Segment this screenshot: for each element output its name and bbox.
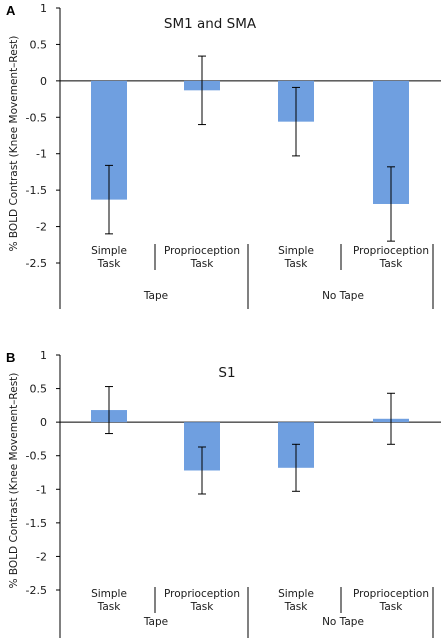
category-label: Task (379, 258, 404, 270)
chart-title: S1 (218, 365, 235, 381)
category-label: Simple (91, 245, 127, 257)
y-tick-label: -0.5 (26, 111, 47, 124)
chart-panel-b: B 1 0.5 0 -0.5 -1 -1.5 -2 -2.5 % BOLD Contrast (K… (6, 349, 441, 638)
group-label: No Tape (322, 616, 364, 628)
y-tick-label: -2 (36, 550, 47, 563)
category-label: Task (284, 258, 309, 270)
y-tick-label: 0 (40, 75, 47, 88)
y-tick-label: -2 (36, 221, 47, 234)
y-tick-label: 0.5 (30, 383, 48, 396)
category-label: Simple (91, 588, 127, 600)
group-label: Tape (143, 290, 168, 302)
y-tick-label: 0.5 (30, 38, 48, 51)
group-label: Tape (143, 616, 168, 628)
y-tick-label: -1 (36, 148, 47, 161)
y-tick-label: -0.5 (26, 450, 47, 463)
y-tick-label: -2.5 (26, 257, 47, 270)
category-label: Proprioception (353, 245, 429, 257)
category-label: Simple (278, 245, 314, 257)
category-label: Task (97, 258, 122, 270)
y-axis-title: % BOLD Contrast (Knee Movement–Rest) (8, 373, 20, 589)
category-label: Task (190, 601, 215, 613)
y-tick-label: -1.5 (26, 184, 47, 197)
chart-panel-a: A 1 0.5 0 -0.5 -1 -1.5 -2 -2.5 % BOLD Contrast (K… (6, 2, 441, 309)
y-tick-label: -1.5 (26, 517, 47, 530)
group-label: No Tape (322, 290, 364, 302)
category-label: Task (379, 601, 404, 613)
category-label: Task (97, 601, 122, 613)
y-tick-label: 0 (40, 416, 47, 429)
y-tick-label: -2.5 (26, 584, 47, 597)
category-label: Proprioception (353, 588, 429, 600)
y-tick-label: -1 (36, 483, 47, 496)
chart-title: SM1 and SMA (164, 16, 257, 32)
y-tick-label: 1 (40, 2, 47, 15)
category-label: Simple (278, 588, 314, 600)
category-label: Task (284, 601, 309, 613)
category-label: Proprioception (164, 245, 240, 257)
category-label: Proprioception (164, 588, 240, 600)
category-label: Task (190, 258, 215, 270)
y-axis-title: % BOLD Contrast (Knee Movement–Rest) (8, 36, 20, 252)
panel-label: B (6, 350, 15, 365)
panel-label: A (6, 3, 16, 18)
y-tick-label: 1 (40, 349, 47, 362)
